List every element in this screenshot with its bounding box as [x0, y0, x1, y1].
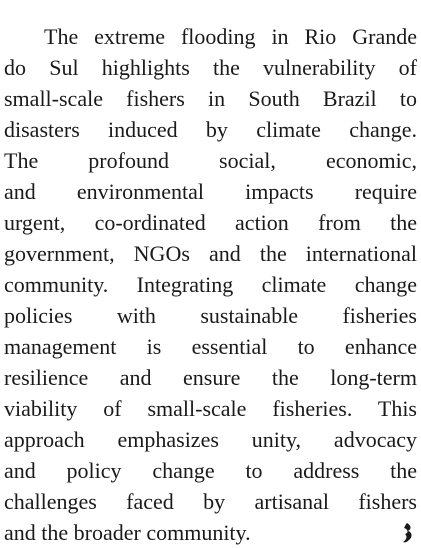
text-line: approach emphasizes unity, advocacy: [4, 427, 417, 452]
end-mark: [403, 523, 412, 543]
text-line: management is essential to enhance: [4, 334, 417, 359]
text-line: disasters induced by climate change.: [4, 117, 417, 142]
text-line: The profound social, economic,: [4, 148, 417, 173]
text-line: and the broader community.: [4, 520, 251, 545]
text-line: community. Integrating climate change: [4, 272, 417, 297]
text-line: government, NGOs and the international: [4, 241, 417, 266]
text-line: resilience and ensure the long-term: [4, 365, 417, 390]
text-line: small-scale fishers in South Brazil to: [4, 86, 417, 111]
text-line: The extreme flooding in Rio Grande: [44, 24, 417, 49]
text-line: urgent, co-ordinated action from the: [4, 210, 417, 235]
paragraph: The extreme flooding in Rio Grande do Sul…: [4, 21, 417, 548]
text-line: viability of small-scale fisheries. This: [4, 396, 417, 421]
text-line: and environmental impacts require: [4, 179, 417, 204]
text-line: policies with sustainable fisheries: [4, 303, 417, 328]
text-line: and policy change to address the: [4, 458, 417, 483]
text-line: challenges faced by artisanal fishers: [4, 489, 417, 514]
text-line: do Sul highlights the vulnerability of: [4, 55, 417, 80]
